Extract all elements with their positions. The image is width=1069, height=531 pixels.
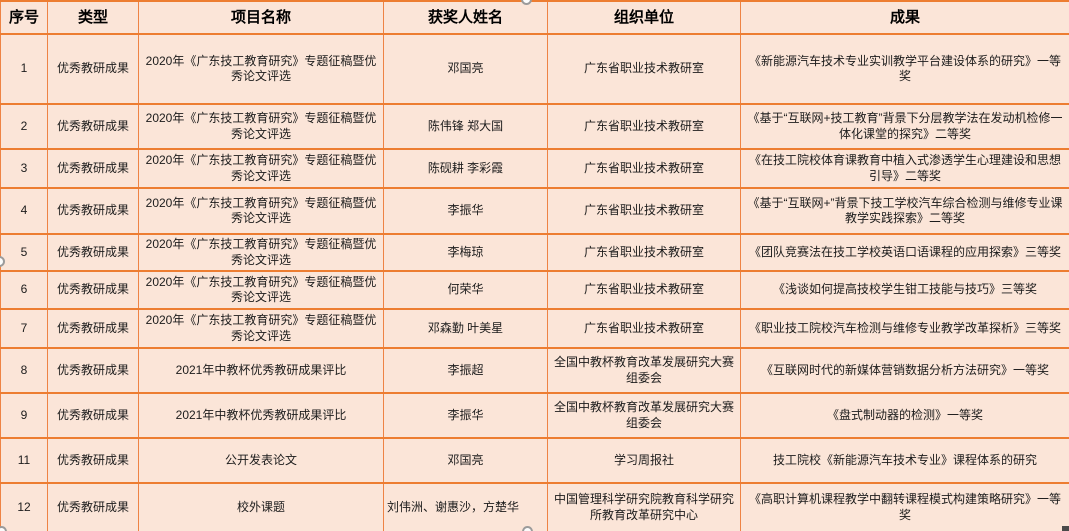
cell-no[interactable]: 4 [0, 187, 48, 235]
cell-type[interactable]: 优秀教研成果 [47, 187, 139, 235]
table-row: 12 优秀教研成果 校外课题 刘伟洲、谢惠沙，方楚华 中国管理科学研究院教育科学研究所教… [0, 482, 1069, 531]
table-row: 11 优秀教研成果 公开发表论文 邓国亮 学习周报社 技工院校《新能源汽车技术专业》课程体… [0, 437, 1069, 484]
table-row: 3 优秀教研成果 2020年《广东技工教育研究》专题征稿暨优秀论文评选 陈砚耕 李彩霞… [0, 148, 1069, 189]
cell-org[interactable]: 广东省职业技术教研室 [547, 270, 741, 310]
cell-result[interactable]: 《基于“互联网+”背景下技工学校汽车综合检测与维修专业课教学实践探索》二等奖 [740, 187, 1069, 235]
cell-result[interactable]: 《高职计算机课程教学中翻转课程模式构建策略研究》一等奖 [740, 482, 1069, 531]
cell-project[interactable]: 2020年《广东技工教育研究》专题征稿暨优秀论文评选 [138, 308, 384, 349]
cell-no[interactable]: 12 [0, 482, 48, 531]
cell-result[interactable]: 《盘式制动器的检测》一等奖 [740, 392, 1069, 439]
cell-result[interactable]: 技工院校《新能源汽车技术专业》课程体系的研究 [740, 437, 1069, 484]
cell-project[interactable]: 2020年《广东技工教育研究》专题征稿暨优秀论文评选 [138, 187, 384, 235]
cell-no[interactable]: 11 [0, 437, 48, 484]
cell-org[interactable]: 全国中教杯教育改革发展研究大赛组委会 [547, 392, 741, 439]
cell-project[interactable]: 2020年《广东技工教育研究》专题征稿暨优秀论文评选 [138, 270, 384, 310]
cell-org[interactable]: 学习周报社 [547, 437, 741, 484]
table-row: 7 优秀教研成果 2020年《广东技工教育研究》专题征稿暨优秀论文评选 邓森勤 叶美星… [0, 308, 1069, 349]
cell-project[interactable]: 2021年中教杯优秀教研成果评比 [138, 392, 384, 439]
cell-no[interactable]: 5 [0, 233, 48, 272]
cell-result[interactable]: 《职业技工院校汽车检测与维修专业教学改革探析》三等奖 [740, 308, 1069, 349]
cell-type[interactable]: 优秀教研成果 [47, 347, 139, 394]
col-header-names[interactable]: 获奖人姓名 [383, 0, 548, 35]
cell-names[interactable]: 陈砚耕 李彩霞 [383, 148, 548, 189]
corner-resize-mark[interactable] [1062, 526, 1069, 531]
col-header-type[interactable]: 类型 [47, 0, 139, 35]
cell-names[interactable]: 邓国亮 [383, 437, 548, 484]
selection-handle-bottom-left[interactable] [0, 526, 7, 531]
cell-type[interactable]: 优秀教研成果 [47, 103, 139, 150]
cell-project[interactable]: 2020年《广东技工教育研究》专题征稿暨优秀论文评选 [138, 103, 384, 150]
table-header-row: 序号 类型 项目名称 获奖人姓名 组织单位 成果 [0, 0, 1069, 35]
cell-org[interactable]: 全国中教杯教育改革发展研究大赛组委会 [547, 347, 741, 394]
cell-names[interactable]: 邓森勤 叶美星 [383, 308, 548, 349]
cell-type[interactable]: 优秀教研成果 [47, 437, 139, 484]
cell-project[interactable]: 2020年《广东技工教育研究》专题征稿暨优秀论文评选 [138, 233, 384, 272]
cell-org[interactable]: 广东省职业技术教研室 [547, 33, 741, 105]
cell-type[interactable]: 优秀教研成果 [47, 33, 139, 105]
cell-no[interactable]: 6 [0, 270, 48, 310]
table-row: 8 优秀教研成果 2021年中教杯优秀教研成果评比 李振超 全国中教杯教育改革发展研究大… [0, 347, 1069, 394]
table-row: 1 优秀教研成果 2020年《广东技工教育研究》专题征稿暨优秀论文评选 邓国亮 广东省职… [0, 33, 1069, 105]
cell-no[interactable]: 2 [0, 103, 48, 150]
table-row: 5 优秀教研成果 2020年《广东技工教育研究》专题征稿暨优秀论文评选 李梅琼 广东省职… [0, 233, 1069, 272]
cell-result[interactable]: 《团队竞赛法在技工学校英语口语课程的应用探索》三等奖 [740, 233, 1069, 272]
cell-no[interactable]: 7 [0, 308, 48, 349]
cell-no[interactable]: 8 [0, 347, 48, 394]
cell-names[interactable]: 刘伟洲、谢惠沙，方楚华 [383, 482, 548, 531]
col-header-result[interactable]: 成果 [740, 0, 1069, 35]
cell-no[interactable]: 1 [0, 33, 48, 105]
cell-names[interactable]: 李振华 [383, 187, 548, 235]
cell-org[interactable]: 广东省职业技术教研室 [547, 308, 741, 349]
cell-project[interactable]: 公开发表论文 [138, 437, 384, 484]
cell-names[interactable]: 何荣华 [383, 270, 548, 310]
cell-names[interactable]: 邓国亮 [383, 33, 548, 105]
cell-result[interactable]: 《基于“互联网+技工教育”背景下分层教学法在发动机检修一体化课堂的探究》二等奖 [740, 103, 1069, 150]
table-row: 4 优秀教研成果 2020年《广东技工教育研究》专题征稿暨优秀论文评选 李振华 广东省职… [0, 187, 1069, 235]
cell-type[interactable]: 优秀教研成果 [47, 482, 139, 531]
cell-names[interactable]: 李振华 [383, 392, 548, 439]
cell-type[interactable]: 优秀教研成果 [47, 392, 139, 439]
cell-org[interactable]: 广东省职业技术教研室 [547, 233, 741, 272]
cell-org[interactable]: 中国管理科学研究院教育科学研究所教育改革研究中心 [547, 482, 741, 531]
cell-result[interactable]: 《新能源汽车技术专业实训教学平台建设体系的研究》一等奖 [740, 33, 1069, 105]
cell-no[interactable]: 9 [0, 392, 48, 439]
cell-org[interactable]: 广东省职业技术教研室 [547, 148, 741, 189]
cell-project[interactable]: 校外课题 [138, 482, 384, 531]
col-header-org[interactable]: 组织单位 [547, 0, 741, 35]
cell-type[interactable]: 优秀教研成果 [47, 233, 139, 272]
cell-names[interactable]: 李梅琼 [383, 233, 548, 272]
cell-result[interactable]: 《在技工院校体育课教育中植入式渗透学生心理建设和思想引导》二等奖 [740, 148, 1069, 189]
selection-handle-top[interactable] [521, 0, 532, 5]
table-row: 9 优秀教研成果 2021年中教杯优秀教研成果评比 李振华 全国中教杯教育改革发展研究大… [0, 392, 1069, 439]
cell-project[interactable]: 2020年《广东技工教育研究》专题征稿暨优秀论文评选 [138, 33, 384, 105]
cell-type[interactable]: 优秀教研成果 [47, 148, 139, 189]
selection-handle-left[interactable] [0, 256, 5, 267]
cell-type[interactable]: 优秀教研成果 [47, 308, 139, 349]
cell-no[interactable]: 3 [0, 148, 48, 189]
cell-names[interactable]: 陈伟锋 郑大国 [383, 103, 548, 150]
cell-project[interactable]: 2020年《广东技工教育研究》专题征稿暨优秀论文评选 [138, 148, 384, 189]
table-row: 2 优秀教研成果 2020年《广东技工教育研究》专题征稿暨优秀论文评选 陈伟锋 郑大国… [0, 103, 1069, 150]
col-header-project[interactable]: 项目名称 [138, 0, 384, 35]
cell-org[interactable]: 广东省职业技术教研室 [547, 187, 741, 235]
col-header-no[interactable]: 序号 [0, 0, 48, 35]
cell-project[interactable]: 2021年中教杯优秀教研成果评比 [138, 347, 384, 394]
cell-result[interactable]: 《浅谈如何提高技校学生钳工技能与技巧》三等奖 [740, 270, 1069, 310]
cell-result[interactable]: 《互联网时代的新媒体营销数据分析方法研究》一等奖 [740, 347, 1069, 394]
cell-org[interactable]: 广东省职业技术教研室 [547, 103, 741, 150]
cell-type[interactable]: 优秀教研成果 [47, 270, 139, 310]
table-row: 6 优秀教研成果 2020年《广东技工教育研究》专题征稿暨优秀论文评选 何荣华 广东省职… [0, 270, 1069, 310]
selection-handle-bottom[interactable] [522, 526, 533, 531]
cell-names[interactable]: 李振超 [383, 347, 548, 394]
